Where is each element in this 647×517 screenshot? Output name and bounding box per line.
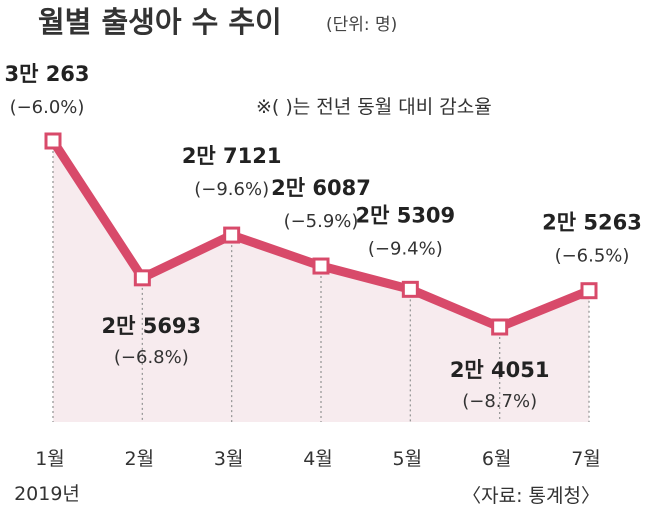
data-point <box>133 269 151 287</box>
value-label: 2만 5693 <box>101 314 201 338</box>
change-label: (−9.4%) <box>368 238 443 259</box>
source-label: 〈자료: 통계청〉 <box>462 485 600 507</box>
x-tick-label: 4월 <box>303 448 333 470</box>
guide-lines <box>52 141 590 422</box>
x-tick-label: 6월 <box>482 448 512 470</box>
change-label: (−9.6%) <box>194 179 269 200</box>
change-label: (−8.7%) <box>462 391 537 412</box>
data-point <box>223 226 241 244</box>
x-tick-label: 5월 <box>393 448 423 470</box>
value-label: 2만 5309 <box>355 203 455 227</box>
change-label: (−5.9%) <box>284 211 359 232</box>
data-point <box>491 318 509 336</box>
data-point <box>312 257 330 275</box>
unit-label: (단위: 명) <box>326 15 397 35</box>
x-tick-label: 3월 <box>214 448 244 470</box>
year-label: 2019년 <box>14 483 80 505</box>
chart-title: 월별 출생아 수 추이 <box>38 5 282 39</box>
data-point <box>44 132 62 150</box>
value-label: 2만 7121 <box>182 144 282 168</box>
data-markers <box>44 132 598 336</box>
change-label: (−6.5%) <box>555 246 630 267</box>
value-label: 2만 5263 <box>542 211 642 235</box>
change-label: (−6.8%) <box>114 347 189 368</box>
value-label: 2만 4051 <box>450 358 550 382</box>
value-label: 3만 263 <box>4 62 89 86</box>
x-tick-label: 1월 <box>35 448 65 470</box>
change-label: (−6.0%) <box>10 97 85 118</box>
x-tick-label: 2월 <box>125 448 155 470</box>
value-label: 2만 6087 <box>271 176 371 200</box>
note-label: ※( )는 전년 동월 대비 감소율 <box>256 96 492 118</box>
data-point <box>580 282 598 300</box>
x-tick-label: 7월 <box>571 448 601 470</box>
x-axis-ticks: 1월 2월 3월 4월 5월 6월 7월 <box>35 448 601 470</box>
data-labels: 3만 263 (−6.0%) 2만 5693 (−6.8%) 2만 7121 (−9.6%… <box>4 62 641 412</box>
data-point <box>401 280 419 298</box>
